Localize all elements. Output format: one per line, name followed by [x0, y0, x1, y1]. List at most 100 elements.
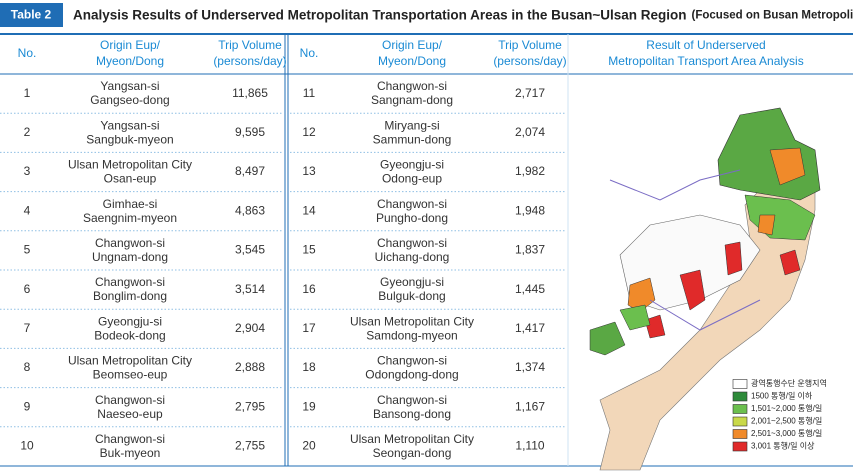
trip-volume: 2,755	[235, 439, 265, 453]
origin: Gyeongju-si	[380, 275, 444, 289]
trip-volume: 4,863	[235, 203, 265, 217]
trip-volume: 2,717	[515, 86, 545, 100]
map-region	[589, 321, 626, 356]
row-number: 20	[302, 439, 316, 453]
trip-volume: 1,982	[515, 164, 545, 178]
origin: Bansong-dong	[373, 407, 451, 421]
map-region	[627, 277, 656, 313]
row-number: 16	[302, 282, 316, 296]
legend-swatch	[732, 391, 748, 402]
column-header: Result of Underserved	[646, 38, 765, 52]
legend-label: 3,001 통행/일 이상	[751, 441, 815, 451]
table-title: Analysis Results of Underserved Metropol…	[73, 7, 853, 22]
row-number: 15	[302, 243, 316, 257]
origin: Changwon-si	[377, 197, 447, 211]
origin: Changwon-si	[377, 236, 447, 250]
row-number: 6	[24, 282, 31, 296]
trip-volume: 8,497	[235, 164, 265, 178]
origin: Ulsan Metropolitan City	[350, 314, 474, 328]
origin: Changwon-si	[95, 393, 165, 407]
trip-volume: 1,948	[515, 203, 545, 217]
legend-swatch	[732, 404, 748, 414]
column-header: Trip Volume	[498, 38, 562, 52]
origin: Uichang-dong	[375, 250, 450, 264]
map-region	[769, 147, 806, 186]
row-number: 4	[24, 203, 31, 217]
row-number: 2	[24, 125, 31, 139]
trip-volume: 2,795	[235, 399, 265, 413]
table-label-box	[0, 3, 63, 27]
origin: Beomseo-eup	[93, 368, 168, 382]
origin: Ulsan Metropolitan City	[350, 432, 474, 446]
origin: Odongdong-dong	[365, 368, 458, 382]
map-route	[609, 169, 761, 331]
trip-volume: 9,595	[235, 125, 265, 139]
origin: Seongan-dong	[373, 446, 452, 460]
row-number: 9	[24, 399, 31, 413]
trip-volume: 2,904	[235, 321, 265, 335]
map	[589, 107, 821, 471]
origin: Samdong-myeon	[366, 328, 457, 342]
legend-label: 1500 통행/일 이하	[751, 391, 813, 401]
origin: Gangseo-dong	[90, 93, 169, 107]
map-region	[717, 107, 821, 201]
legend-label: 2,501~3,000 통행/일	[751, 428, 822, 438]
origin: Miryang-si	[384, 118, 439, 132]
origin: Osan-eup	[104, 172, 157, 186]
origin: Naeseo-eup	[97, 407, 163, 421]
column-header: Origin Eup/	[100, 38, 161, 52]
column-header: Myeon/Dong	[96, 54, 164, 68]
row-number: 3	[24, 164, 31, 178]
origin: Pungho-dong	[376, 211, 448, 225]
column-header: Metropolitan Transport Area Analysis	[608, 54, 803, 68]
row-number: 10	[20, 439, 34, 453]
trip-volume: 3,545	[235, 243, 265, 257]
trip-volume: 1,837	[515, 243, 545, 257]
origin: Changwon-si	[95, 432, 165, 446]
row-number: 13	[302, 164, 316, 178]
origin: Yangsan-si	[100, 79, 159, 93]
origin: Changwon-si	[377, 354, 447, 368]
row-number: 12	[302, 125, 316, 139]
origin: Buk-myeon	[100, 446, 161, 460]
column-header: (persons/day)	[493, 54, 566, 68]
origin: Sangnam-dong	[371, 93, 453, 107]
origin: Gimhae-si	[103, 197, 158, 211]
trip-volume: 3,514	[235, 282, 265, 296]
row-number: 5	[24, 243, 31, 257]
title: Analysis Results of Underserved Metropol…	[73, 7, 687, 22]
legend-swatch	[732, 429, 748, 439]
row-number: 14	[302, 203, 316, 217]
origin: Changwon-si	[377, 393, 447, 407]
origin: Odong-eup	[382, 172, 442, 186]
trip-volume: 1,167	[515, 399, 545, 413]
row-number: 8	[24, 360, 31, 374]
row-number: 7	[24, 321, 31, 335]
row-number: 19	[302, 399, 316, 413]
column-header: No.	[300, 46, 319, 60]
trip-volume: 1,110	[515, 439, 544, 453]
origin: Yangsan-si	[100, 118, 159, 132]
map-region	[679, 269, 706, 311]
trip-volume: 1,374	[515, 360, 545, 374]
legend-swatch	[732, 379, 748, 389]
row-number: 18	[302, 360, 316, 374]
row-number: 1	[24, 86, 31, 100]
legend-swatch	[732, 441, 748, 452]
origin: Ungnam-dong	[92, 250, 168, 264]
legend-label: 광역통행수단 운행지역	[751, 378, 827, 388]
trip-volume: 11,865	[232, 86, 268, 100]
origin: Ulsan Metropolitan City	[68, 354, 192, 368]
column-header: (persons/day)	[213, 54, 286, 68]
origin: Changwon-si	[377, 79, 447, 93]
origin: Bodeok-dong	[94, 328, 165, 342]
origin: Saengnim-myeon	[83, 211, 177, 225]
trip-volume: 2,888	[235, 360, 265, 374]
legend-label: 2,001~2,500 통행/일	[751, 416, 822, 426]
origin: Bonglim-dong	[93, 289, 167, 303]
origin: Sammun-dong	[373, 132, 452, 146]
subtitle: (Focused on Busan Metropolitan City)	[692, 10, 853, 22]
origin: Bulguk-dong	[378, 289, 445, 303]
column-header: Myeon/Dong	[378, 54, 446, 68]
